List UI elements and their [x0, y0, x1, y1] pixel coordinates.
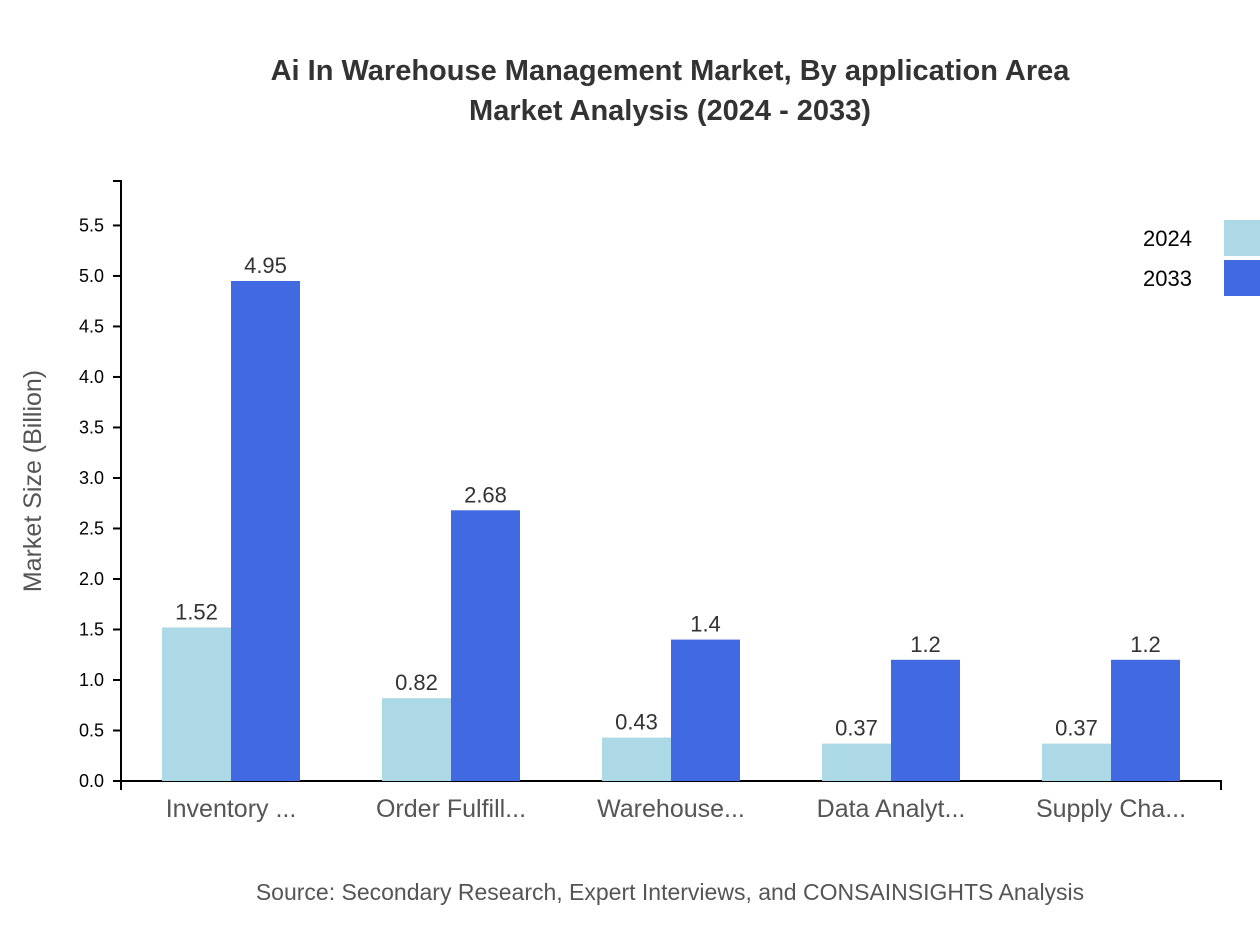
- y-tick-label: 4.5: [79, 316, 104, 336]
- data-label: 1.52: [175, 599, 218, 624]
- bar-2033: [671, 639, 740, 781]
- x-tick-label: Inventory ...: [166, 795, 297, 823]
- bar-2033: [231, 281, 300, 781]
- y-axis-label: Market Size (Billion): [19, 370, 47, 592]
- legend-label: 2024: [1143, 226, 1192, 251]
- y-axis-line: [113, 180, 122, 782]
- y-tick-label: 2.0: [79, 569, 104, 589]
- data-label: 2.68: [464, 482, 507, 507]
- bar-2024: [822, 743, 891, 781]
- y-tick-label: 1.5: [79, 619, 104, 639]
- y-tick-label: 2.5: [79, 518, 104, 538]
- data-label: 0.82: [395, 670, 438, 695]
- bar-2033: [891, 659, 960, 781]
- y-tick-label: 0.0: [79, 771, 104, 791]
- y-tick-label: 3.0: [79, 468, 104, 488]
- data-label: 1.4: [690, 612, 721, 637]
- data-label: 0.37: [1055, 716, 1098, 741]
- data-label: 4.95: [244, 253, 287, 278]
- chart-subtitle: Market Analysis (2024 - 2033): [469, 95, 871, 127]
- y-tick-label: 0.5: [79, 720, 104, 740]
- legend-swatch: [1224, 260, 1260, 296]
- bar-2033: [451, 510, 520, 781]
- chart-title: Ai In Warehouse Management Market, By ap…: [271, 55, 1071, 87]
- x-tick-label: Warehouse...: [597, 795, 745, 823]
- y-tick-label: 5.0: [79, 266, 104, 286]
- source-note: Source: Secondary Research, Expert Inter…: [256, 879, 1084, 905]
- y-tick-label: 5.5: [79, 215, 104, 235]
- bar-2024: [1042, 743, 1111, 781]
- y-tick-label: 1.0: [79, 670, 104, 690]
- data-label: 0.37: [835, 716, 878, 741]
- legend-swatch: [1224, 220, 1260, 256]
- bar-2024: [602, 737, 671, 781]
- x-tick-label: Data Analyt...: [817, 795, 966, 823]
- x-axis-line: [120, 780, 1222, 790]
- bar-2024: [382, 698, 451, 781]
- data-label: 0.43: [615, 710, 658, 735]
- legend-label: 2033: [1143, 266, 1192, 291]
- x-tick-label: Supply Cha...: [1036, 795, 1186, 823]
- x-tick-label: Order Fulfill...: [376, 795, 526, 823]
- data-label: 1.2: [1130, 632, 1161, 657]
- y-tick-label: 4.0: [79, 367, 104, 387]
- bar-2033: [1111, 659, 1180, 781]
- data-label: 1.2: [910, 632, 941, 657]
- y-tick-label: 3.5: [79, 417, 104, 437]
- bar-2024: [162, 627, 231, 781]
